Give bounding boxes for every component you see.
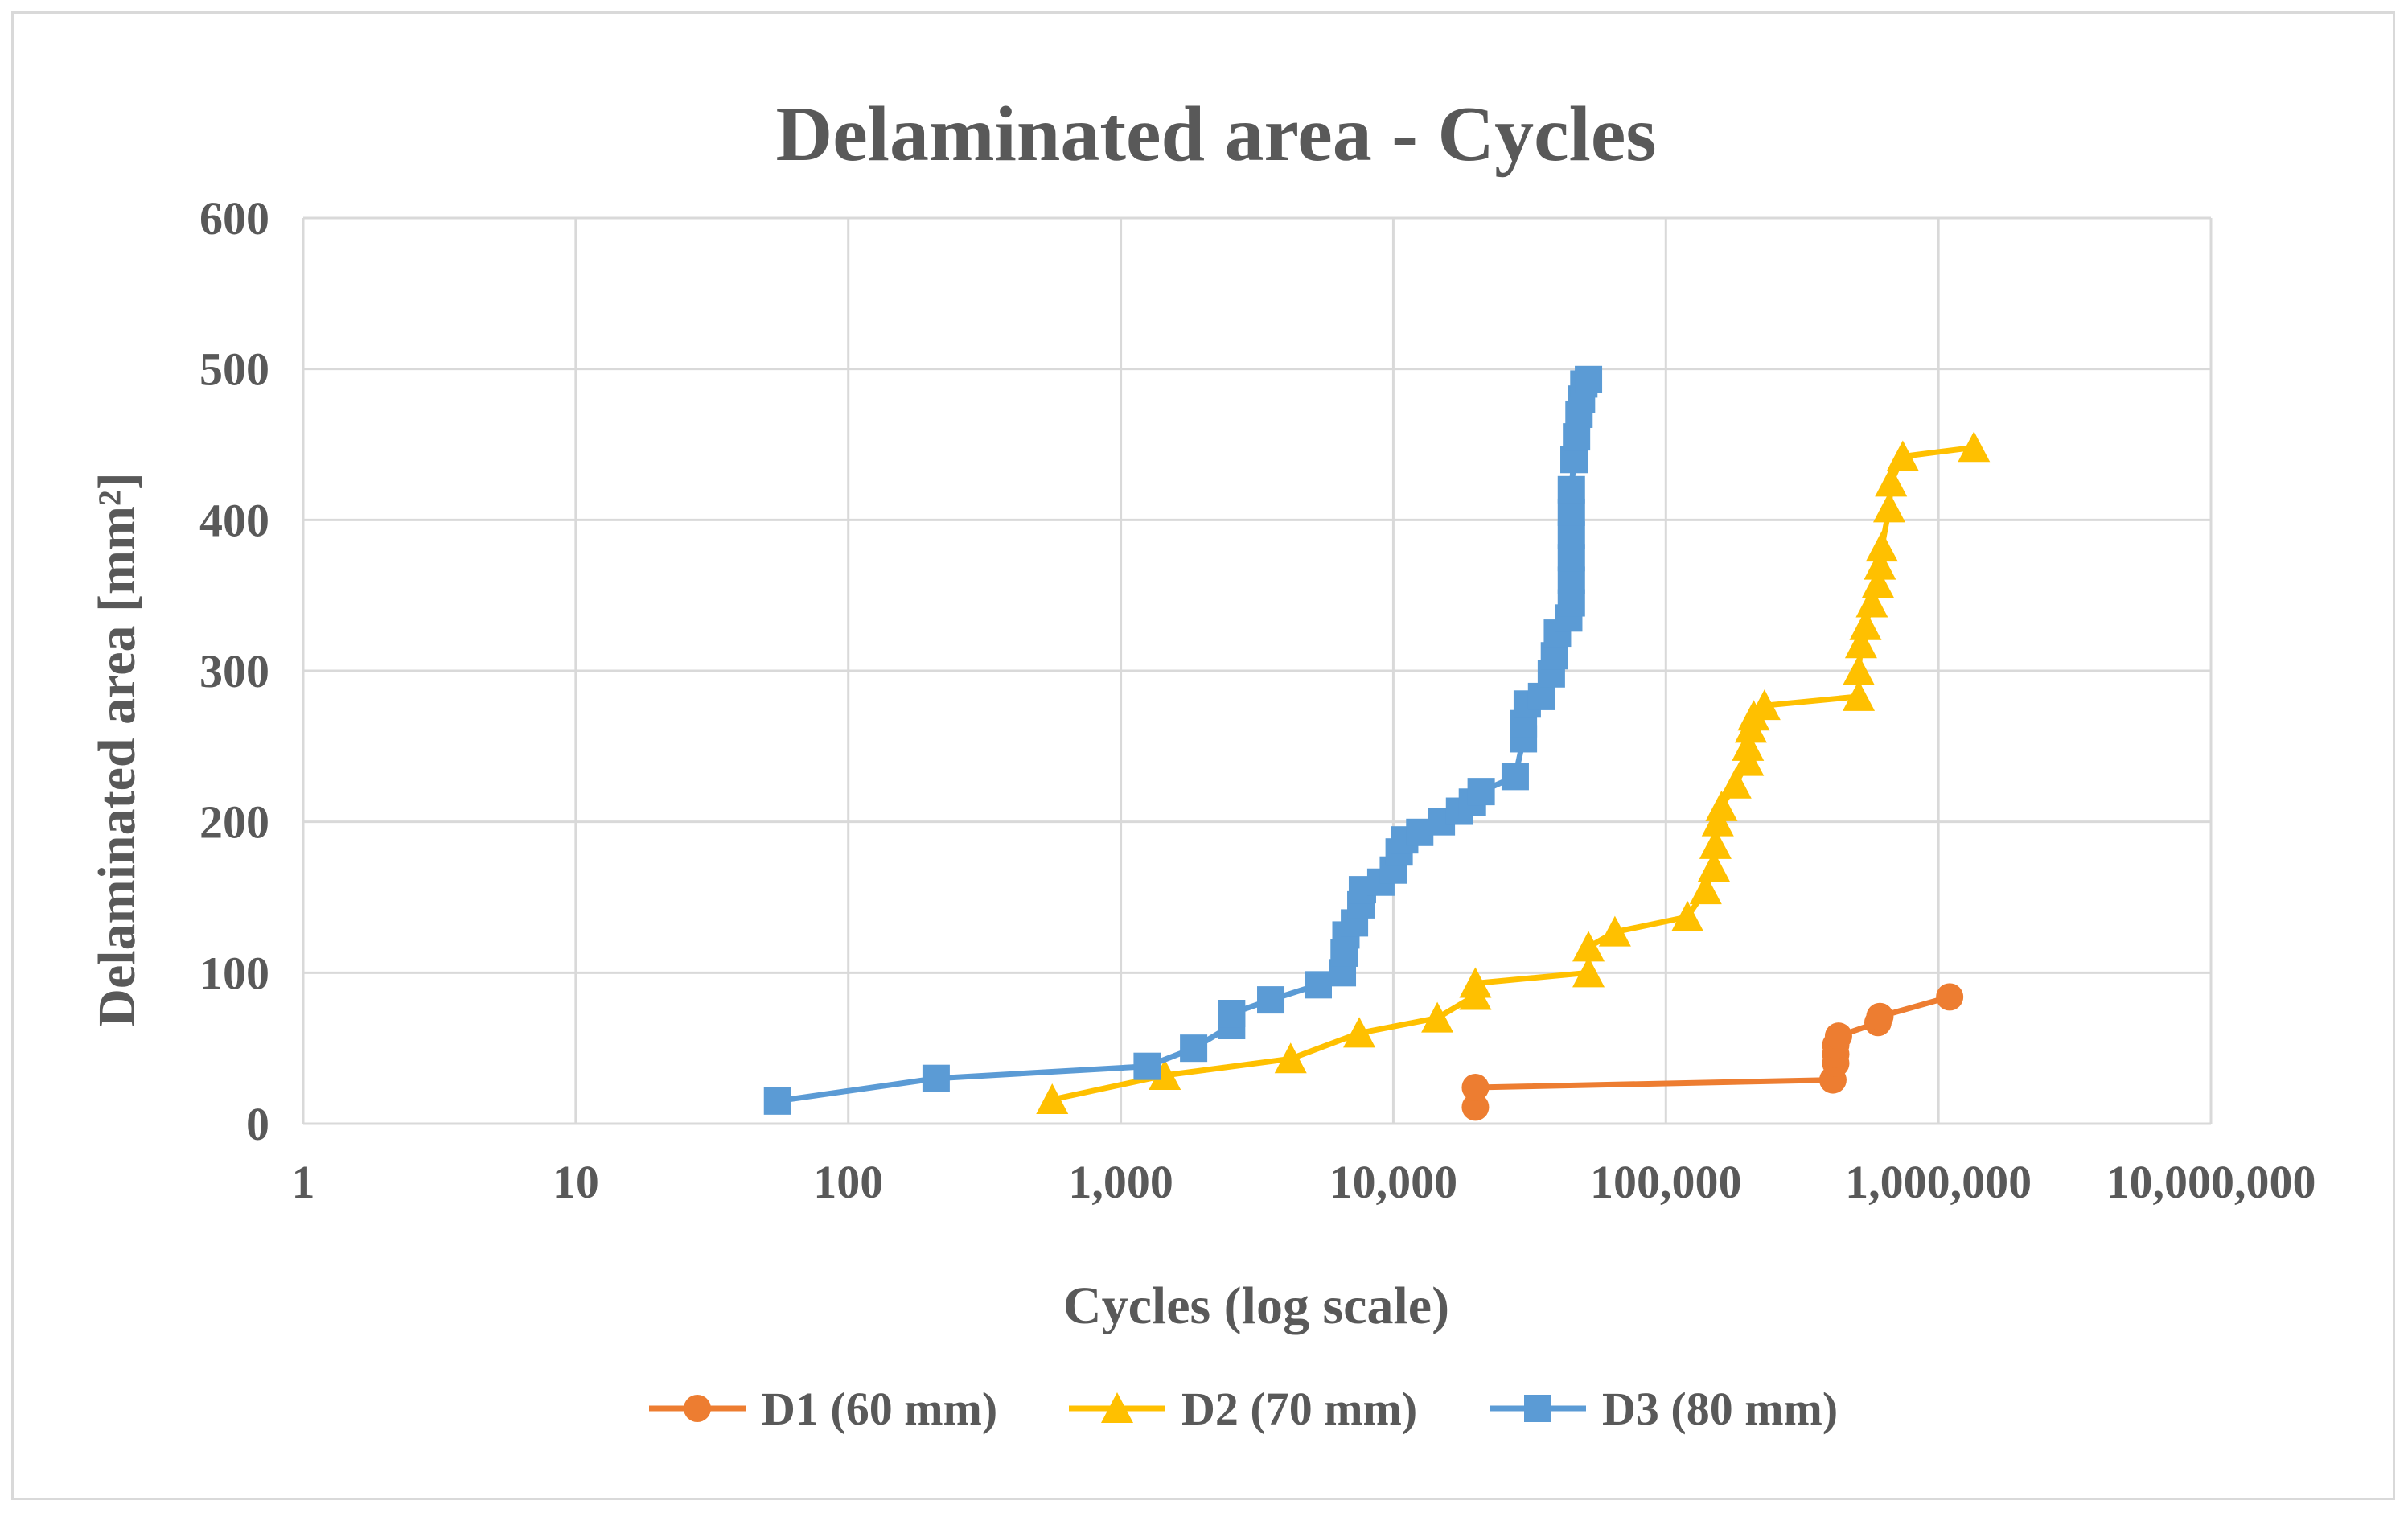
data-point [1936, 983, 1964, 1011]
legend-marker [684, 1395, 711, 1422]
data-point [1864, 549, 1896, 580]
data-point [1705, 790, 1738, 821]
data-point [1697, 850, 1730, 882]
data-point [763, 1087, 791, 1115]
chart-title: Delaminated area - Cycles [776, 91, 1657, 178]
data-point [1748, 689, 1781, 721]
data-point [1824, 1022, 1852, 1050]
data-point [1557, 475, 1585, 504]
legend-marker [1524, 1395, 1551, 1422]
data-point [1467, 778, 1495, 806]
data-point [1861, 567, 1894, 598]
data-point [1875, 466, 1908, 497]
data-point [1844, 627, 1877, 659]
data-point [1274, 1042, 1307, 1074]
data-point [1843, 680, 1876, 711]
legend: D1 (60 mm) D2 (70 mm) D3 (80 mm) [649, 1383, 1838, 1435]
data-point [1886, 440, 1919, 471]
x-tick-label: 100,000 [1590, 1156, 1742, 1208]
series-3 [763, 365, 1603, 1115]
data-series [763, 365, 1991, 1121]
legend-marker [1101, 1392, 1133, 1423]
y-tick-label: 300 [199, 645, 269, 697]
data-point [1257, 986, 1285, 1014]
y-tick-label: 0 [246, 1098, 269, 1150]
data-point [1872, 491, 1905, 523]
legend-label: D3 (80 mm) [1602, 1383, 1838, 1435]
data-point [1572, 931, 1605, 962]
x-tick-label: 10,000,000 [2106, 1156, 2316, 1208]
chart-frame: Delaminated area - Cycles 0 100 200 300 400 5… [11, 11, 2395, 1500]
x-tick-label: 100 [813, 1156, 883, 1208]
data-point [1732, 730, 1765, 761]
data-point [1849, 609, 1882, 640]
x-tick-label: 1,000 [1068, 1156, 1173, 1208]
data-point [922, 1064, 950, 1092]
x-tick-label: 10 [553, 1156, 599, 1208]
y-tick-labels: 0 100 200 300 400 500 600 [199, 192, 269, 1150]
x-tick-label: 10,000 [1329, 1156, 1458, 1208]
x-tick-label: 1,000,000 [1845, 1156, 2032, 1208]
x-tick-labels: 1 10 100 1,000 10,000 100,000 1,000,000 10,000,… [292, 1156, 2316, 1208]
x-tick-label: 1 [292, 1156, 315, 1208]
data-point [1598, 915, 1631, 947]
data-point [1866, 1002, 1894, 1030]
data-point [1671, 900, 1704, 931]
data-point [1461, 1093, 1490, 1121]
y-tick-label: 500 [199, 343, 269, 396]
data-point [1855, 586, 1888, 618]
data-point [1958, 431, 1991, 463]
data-point [1421, 1001, 1454, 1033]
y-tick-label: 400 [199, 494, 269, 546]
data-point [1572, 956, 1605, 988]
data-point [1304, 971, 1332, 999]
chart: Delaminated area - Cycles 0 100 200 300 400 5… [88, 91, 2316, 1435]
x-axis-label: Cycles (log scale) [1063, 1277, 1449, 1335]
legend-item: D1 (60 mm) [649, 1383, 997, 1435]
data-point [1036, 1083, 1069, 1114]
data-point [1218, 1000, 1246, 1028]
data-point [1180, 1034, 1208, 1063]
data-point [1689, 874, 1722, 905]
data-point [1133, 1052, 1161, 1080]
data-point [1459, 967, 1492, 998]
data-point [1843, 655, 1876, 685]
y-axis-label: Delaminated area [mm²] [88, 472, 146, 1026]
y-tick-label: 100 [199, 947, 269, 999]
legend-item: D3 (80 mm) [1490, 1383, 1838, 1435]
gridlines [302, 216, 2213, 1125]
series-1 [1461, 983, 1964, 1121]
data-point [1719, 767, 1752, 799]
data-point [1865, 531, 1898, 562]
y-tick-label: 200 [199, 796, 269, 849]
data-point [1149, 1059, 1181, 1090]
series-2 [1036, 431, 1991, 1114]
legend-label: D1 (60 mm) [762, 1383, 997, 1435]
data-point [1575, 365, 1603, 393]
data-point [1343, 1017, 1376, 1048]
data-point [1699, 828, 1732, 859]
legend-item: D2 (70 mm) [1069, 1383, 1417, 1435]
legend-label: D2 (70 mm) [1181, 1383, 1417, 1435]
data-point [1501, 763, 1529, 791]
data-point [1461, 1073, 1490, 1101]
y-tick-label: 600 [199, 192, 269, 245]
